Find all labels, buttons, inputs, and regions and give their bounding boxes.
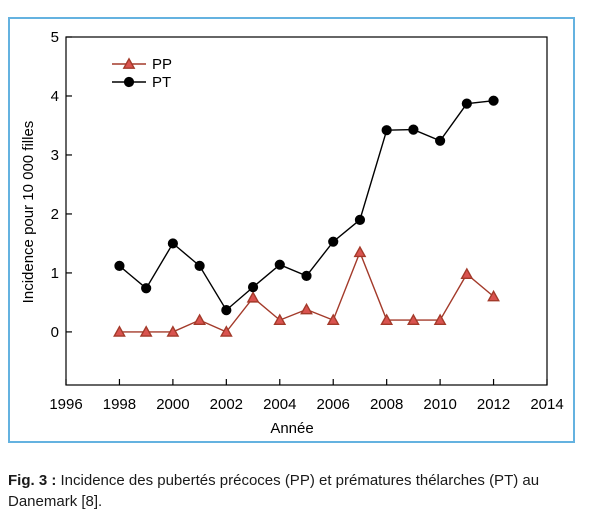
x-tick-label: 2012 [477,396,510,413]
y-tick-label: 3 [51,147,59,164]
data-point-pt [167,238,178,249]
data-point-pp [406,313,420,325]
x-tick-label: 2010 [423,396,456,413]
legend-marker-pt [123,76,135,88]
y-tick-label: 2 [51,206,59,223]
data-point-pp [326,313,340,325]
y-tick-label: 4 [51,88,59,105]
x-tick-label: 2004 [263,396,296,413]
line-chart: 0 1 2 3 4 5 1996 1998 2000 2002 2004 2006 2008 2010 2… [20,29,564,437]
legend-marker-pp [122,57,136,69]
data-point-pt [141,283,152,294]
x-axis-title: Année [270,420,313,437]
data-point-pt [488,95,499,106]
legend-label-pp: PP [152,56,172,73]
x-tick-label: 2014 [530,396,563,413]
legend-item-pt: PT [112,74,171,91]
data-point-pp [487,289,500,302]
data-point-pp [139,325,153,337]
data-point-pt [381,125,392,136]
figure-caption: Fig. 3 : Incidence des pubertés précoces… [8,470,583,512]
y-tick-label: 0 [51,324,59,341]
data-point-pp [433,313,447,325]
x-tick-label: 1998 [103,396,136,413]
data-point-pp [166,325,180,337]
data-point-pt [328,236,339,247]
data-point-pt [461,98,472,109]
x-tick-label: 2002 [210,396,243,413]
legend-item-pp: PP [112,56,172,73]
figure-frame [8,17,575,443]
data-point-pp [380,313,394,325]
series-layer [113,95,500,337]
data-point-pp [219,325,233,337]
data-point-pt [301,270,312,281]
plot-area [65,36,548,386]
x-tick-label: 1996 [49,396,82,413]
y-axis-title: Incidence pour 10 000 filles [20,121,37,304]
data-point-pp [300,302,313,315]
data-point-pt [247,281,259,293]
x-tick-label: 2000 [156,396,189,413]
series-pp [113,245,500,337]
y-tick-label: 1 [51,265,59,282]
data-point-pt [221,304,232,316]
x-tick-label: 2006 [317,396,350,413]
data-point-pp [246,291,260,303]
data-point-pp [113,325,126,337]
legend-label-pt: PT [152,74,171,91]
data-point-pt [435,135,446,146]
data-point-pt [354,214,366,225]
data-point-pt [114,260,125,271]
data-point-pt [194,260,205,271]
x-tick-label: 2008 [370,396,403,413]
data-point-pp [460,267,474,279]
y-axis: 0 1 2 3 4 5 [51,29,72,341]
caption-label: Fig. 3 : [8,472,57,489]
x-axis: 1996 1998 2000 2002 2004 2006 2008 2010 2012 2014 [49,379,564,413]
data-point-pp [193,313,207,325]
series-pt [114,95,499,316]
data-point-pp [353,245,367,258]
y-tick-label: 5 [51,29,59,46]
data-point-pt [274,259,285,270]
data-point-pt [408,124,419,135]
data-point-pp [273,313,287,325]
caption-text: Incidence des pubertés précoces (PP) et … [8,472,540,510]
